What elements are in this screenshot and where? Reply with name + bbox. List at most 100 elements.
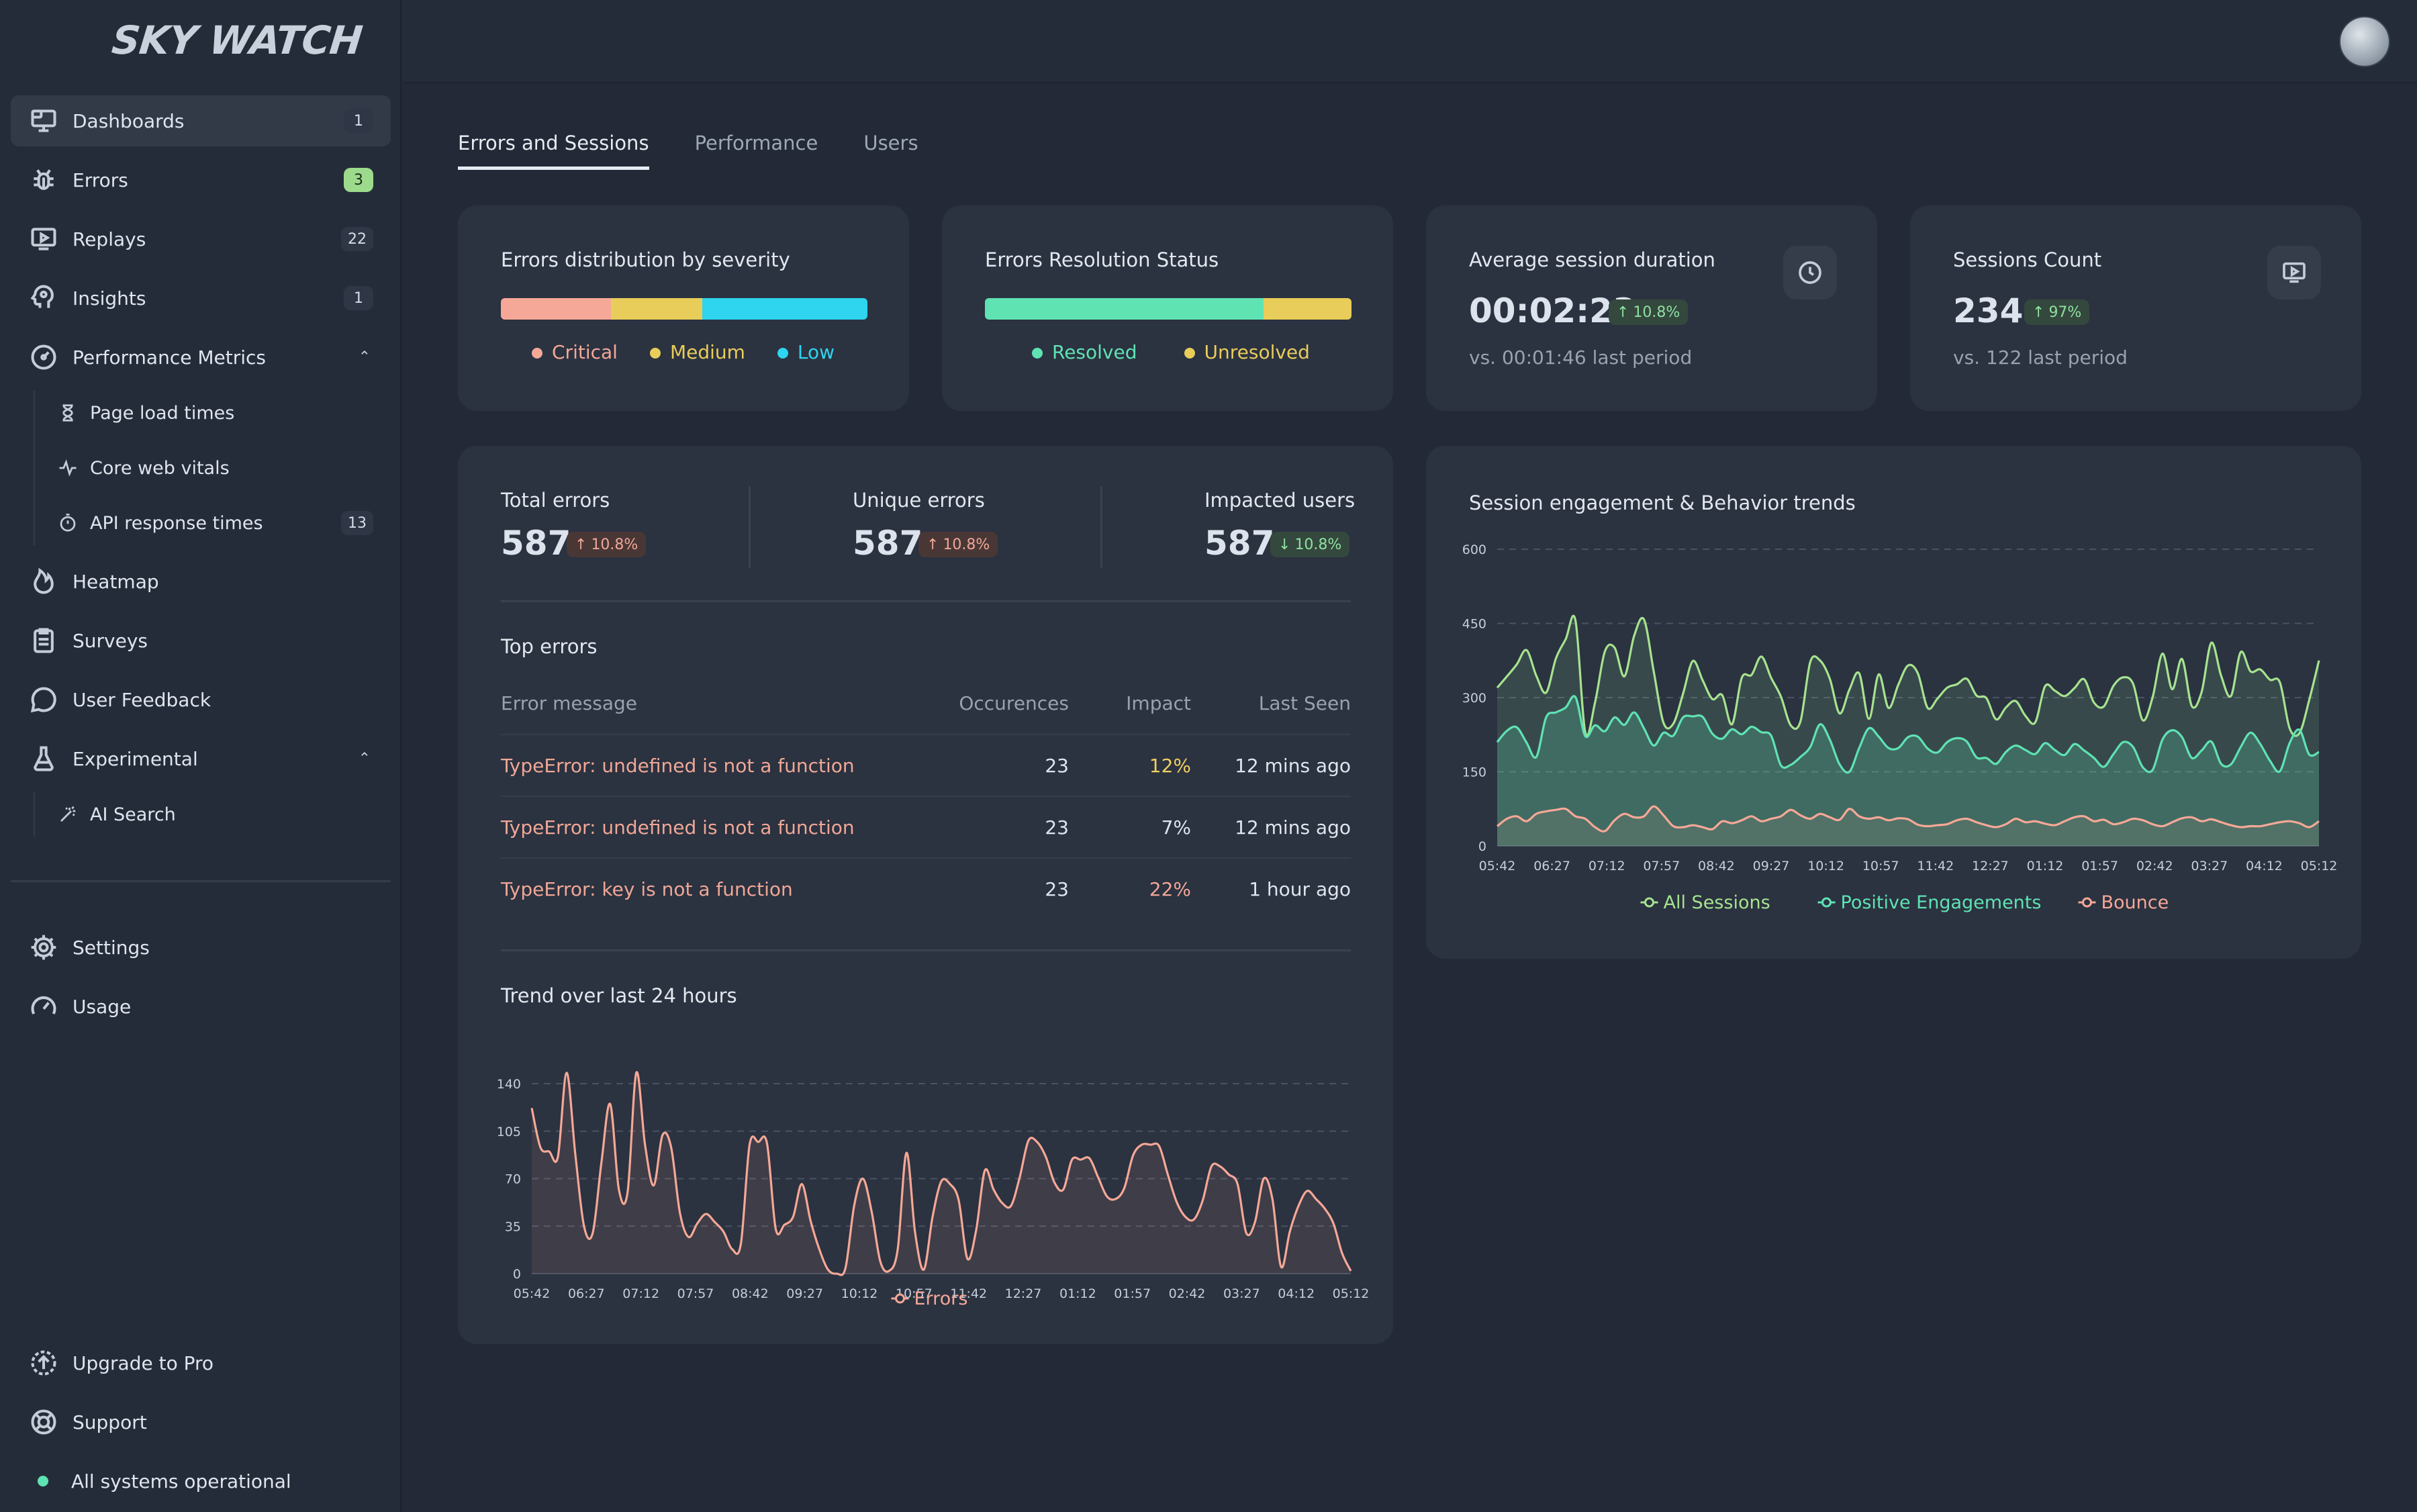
legend-critical: Critical [532,341,618,363]
error-message[interactable]: TypeError: key is not a function [501,857,931,920]
sidebar-item-insights[interactable]: Insights 1 [11,273,391,324]
sidebar-item-user-feedback[interactable]: User Feedback [11,674,391,725]
legend-item[interactable]: Positive Engagements [1817,892,2042,913]
x-tick-label: 06:27 [1533,859,1570,873]
series-line-all-sessions[interactable] [1496,614,2320,737]
column-header[interactable]: Impact [1126,692,1191,714]
arrow-down-icon: ↓ [1278,536,1291,553]
sidebar-item-label: Surveys [73,629,148,652]
sidebar-item-experimental[interactable]: Experimental ⌃ [11,733,391,784]
lifebuoy-icon [28,1407,59,1437]
y-tick-label: 0 [513,1267,521,1282]
tab-users[interactable]: Users [863,132,918,154]
sidebar-divider [11,880,391,882]
legend-unresolved: Unresolved [1184,341,1310,363]
sidebar-item-page-load-times[interactable]: Page load times [56,391,391,435]
monitor-icon [28,105,59,136]
x-tick-label: 04:12 [1278,1286,1315,1301]
section-divider [501,600,1351,602]
error-message[interactable]: TypeError: undefined is not a function [501,796,931,858]
app-logo[interactable]: SKY WATCH [109,17,365,63]
column-header[interactable]: Occurences [959,692,1069,714]
x-tick-label: 09:27 [1753,859,1790,873]
system-status-text: All systems operational [71,1470,291,1493]
experimental-submenu: AI Search [34,792,391,837]
last-seen: 1 hour ago [1191,857,1351,920]
x-tick-label: 10:12 [1807,859,1844,873]
sidebar-item-label: Experimental [73,747,198,770]
y-tick-label: 0 [1478,839,1486,854]
bar-segment-resolved[interactable] [985,298,1264,320]
errors-trend-chart[interactable]: 0 35 70 105 140 05:42 06:27 07:12 07:57 08:42 09:2… [485,1023,1371,1305]
legend-item[interactable]: Errors [891,1288,968,1305]
sidebar-item-replays[interactable]: Replays 22 [11,214,391,265]
top-errors-table: Error message Occurences Impact Last See… [501,673,1351,920]
stat-divider [749,486,751,568]
chevron-up-icon[interactable]: ⌃ [358,750,371,767]
series-area-all-sessions [1497,616,2319,846]
count-badge: 1 [344,109,373,133]
x-tick-label: 08:42 [1698,859,1735,873]
bug-icon [28,164,59,195]
sidebar-item-settings[interactable]: Settings [11,922,391,973]
sidebar-footer: Upgrade to Pro Support All systems opera… [11,1337,391,1512]
sidebar-item-heatmap[interactable]: Heatmap [11,556,391,607]
sidebar-item-ai-search[interactable]: AI Search [56,792,391,837]
tab-performance[interactable]: Performance [694,132,818,154]
x-tick-label: 05:42 [514,1286,551,1301]
column-header[interactable]: Last Seen [1258,692,1351,714]
comparison-text: vs. 122 last period [1953,346,2128,369]
arrow-up-icon: ↑ [1617,303,1629,321]
legend-item[interactable]: Bounce [2078,892,2169,913]
sidebar-item-core-web-vitals[interactable]: Core web vitals [56,446,391,490]
bar-segment-unresolved[interactable] [1263,298,1352,320]
legend-label: Resolved [1052,341,1137,363]
bar-segment-medium[interactable] [610,298,703,320]
table-header-row: Error message Occurences Impact Last See… [501,673,1351,735]
series-line-errors[interactable] [530,1071,1352,1276]
x-tick-label: 03:27 [1223,1286,1260,1301]
series-line-positive-engagements[interactable] [1496,695,2320,774]
sidebar-item-errors[interactable]: Errors 3 [11,154,391,205]
arrow-up-icon: ↑ [575,536,587,553]
bar-segment-low[interactable] [702,298,867,320]
table-row[interactable]: TypeError: undefined is not a function 2… [501,734,1351,796]
stat-label: Total errors [501,489,610,512]
sidebar-item-upgrade[interactable]: Upgrade to Pro [11,1337,391,1388]
x-tick-label: 05:12 [2301,859,2338,873]
legend-dot-icon [649,348,661,359]
severity-card: Errors distribution by severity Critical… [458,205,909,411]
chevron-up-icon[interactable]: ⌃ [358,348,371,366]
sidebar-item-surveys[interactable]: Surveys [11,615,391,666]
gear-icon [28,932,59,963]
sidebar-item-label: Page load times [90,402,235,424]
avatar[interactable] [2339,16,2390,67]
sidebar-item-label: Settings [73,936,150,959]
legend-item[interactable]: All Sessions [1640,892,1770,913]
sidebar-item-dashboards[interactable]: Dashboards 1 [11,95,391,146]
table-row[interactable]: TypeError: undefined is not a function 2… [501,796,1351,858]
sidebar-item-performance-metrics[interactable]: Performance Metrics ⌃ [11,332,391,383]
column-header[interactable]: Error message [501,692,637,714]
legend-label: Medium [669,341,745,363]
y-tick-label: 140 [497,1077,521,1092]
change-value: 10.8% [1633,303,1680,321]
stat-label: Impacted users [1204,489,1356,512]
x-tick-label: 10:12 [841,1286,878,1301]
hourglass-icon [56,401,79,424]
sidebar-item-api-response-times[interactable]: API response times 13 [56,501,391,545]
sessions-count-card: Sessions Count 234 ↑ 97% vs. 122 last per… [1910,205,2361,411]
impact: 12% [1069,734,1191,796]
sidebar-item-usage[interactable]: Usage [11,981,391,1032]
session-engagement-chart[interactable]: 0 150 300 450 600 05:42 06:27 07:12 07:57 08:42 09… [1453,533,2346,936]
tab-errors-and-sessions[interactable]: Errors and Sessions [458,132,649,170]
table-row[interactable]: TypeError: key is not a function 23 22% … [501,857,1351,920]
bar-segment-critical[interactable] [501,298,611,320]
error-message[interactable]: TypeError: undefined is not a function [501,734,931,796]
series-line-bounce[interactable] [1497,805,2320,833]
legend-label: All Sessions [1664,892,1770,913]
arrow-up-icon: ↑ [927,536,939,553]
x-tick-label: 07:57 [677,1286,714,1301]
sidebar-item-support[interactable]: Support [11,1397,391,1448]
x-tick-label: 07:12 [1589,859,1625,873]
